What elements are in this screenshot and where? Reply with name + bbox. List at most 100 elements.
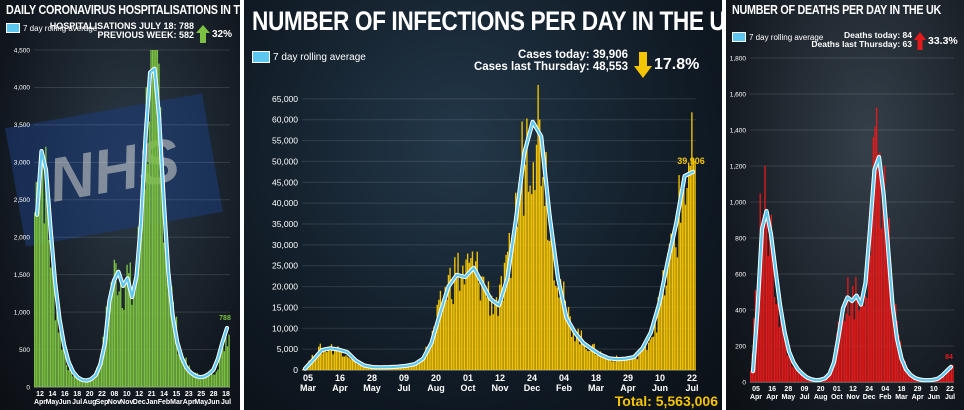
bar <box>433 326 435 370</box>
bar <box>314 358 317 370</box>
bar <box>426 351 429 370</box>
x-tick-label: Aug <box>427 383 445 393</box>
bar <box>567 306 570 370</box>
x-tick-label: Feb <box>158 399 170 406</box>
bar <box>643 342 645 370</box>
bar <box>856 298 859 382</box>
y-tick-label: 4,500 <box>14 47 31 54</box>
bar <box>681 192 683 370</box>
bar <box>513 239 515 370</box>
bar <box>84 381 87 387</box>
y-tick-label: 800 <box>735 235 746 242</box>
bar <box>687 162 690 370</box>
bar <box>495 297 498 370</box>
bar <box>45 146 47 387</box>
bar <box>124 284 127 387</box>
y-tick-label: 5,000 <box>277 344 299 354</box>
bar <box>946 373 948 382</box>
bar <box>226 346 229 387</box>
bar <box>939 378 942 382</box>
bar <box>473 266 475 370</box>
bar <box>947 368 949 382</box>
bar <box>466 253 469 370</box>
bar <box>595 354 597 370</box>
x-tick-label: Apr <box>183 399 195 406</box>
bar <box>145 87 147 387</box>
x-tick-label: Apr <box>766 394 778 401</box>
bar <box>417 359 419 370</box>
bar <box>489 315 491 370</box>
x-tick-label: 22 <box>687 373 697 383</box>
bar <box>186 367 189 387</box>
x-tick-label: 28 <box>784 386 792 393</box>
x-tick-label: 20 <box>817 386 825 393</box>
bar <box>667 253 669 370</box>
bar <box>673 238 675 370</box>
x-tick-label: Jan <box>146 399 158 406</box>
x-tick-label: 09 <box>399 373 409 383</box>
x-tick-label: 12 <box>495 373 505 383</box>
bar <box>944 376 946 382</box>
bar <box>507 251 509 370</box>
bar <box>450 299 453 370</box>
bar <box>115 263 117 387</box>
bar <box>508 232 510 370</box>
bar <box>885 218 887 382</box>
bar <box>135 276 138 387</box>
bar <box>100 362 103 387</box>
bar <box>534 190 536 370</box>
bar <box>869 255 871 382</box>
bar <box>302 369 304 370</box>
bar <box>345 355 347 370</box>
bar <box>62 346 65 387</box>
bar <box>123 309 125 387</box>
bar <box>588 350 591 370</box>
bar <box>523 215 525 370</box>
bar <box>559 279 562 370</box>
bar <box>906 366 908 382</box>
bar <box>169 287 171 387</box>
bar <box>804 376 806 382</box>
bar <box>324 347 326 370</box>
bar <box>362 365 365 370</box>
x-tick-label: 16 <box>335 373 345 383</box>
bar <box>950 366 953 382</box>
legend-label: 7 day rolling average <box>749 32 824 42</box>
y-tick-label: 0 <box>293 365 298 375</box>
bar <box>354 359 357 370</box>
bar <box>486 297 488 370</box>
bar <box>37 216 39 387</box>
bar <box>494 304 496 370</box>
bar <box>858 310 860 382</box>
x-tick-label: May <box>363 383 381 393</box>
x-tick-label: Jul <box>799 394 809 401</box>
bar <box>564 300 567 370</box>
bar <box>330 344 333 370</box>
bar <box>872 137 875 382</box>
bar <box>108 309 111 387</box>
bar <box>636 359 639 370</box>
bar <box>630 356 632 370</box>
x-tick-label: Jul <box>397 383 410 393</box>
bar <box>577 328 579 370</box>
y-tick-label: 25,000 <box>272 261 298 271</box>
bar <box>644 340 647 370</box>
bar <box>479 300 482 370</box>
x-tick-label: 12 <box>36 391 44 398</box>
y-tick-label: 0 <box>742 379 746 386</box>
bar <box>99 363 101 387</box>
x-tick-label: Oct <box>831 394 843 401</box>
bar <box>633 354 635 370</box>
bar <box>65 364 68 387</box>
x-tick-label: 18 <box>222 391 230 398</box>
x-tick-label: Mar <box>300 383 317 393</box>
x-tick-label: Nov <box>846 394 859 401</box>
x-tick-label: Apr <box>750 394 762 401</box>
bar <box>116 295 119 387</box>
x-tick-label: May <box>194 399 208 406</box>
bar <box>781 319 784 382</box>
bar <box>129 262 131 387</box>
x-tick-label: Dec <box>524 383 541 393</box>
bar <box>476 251 478 370</box>
bar <box>655 332 658 370</box>
